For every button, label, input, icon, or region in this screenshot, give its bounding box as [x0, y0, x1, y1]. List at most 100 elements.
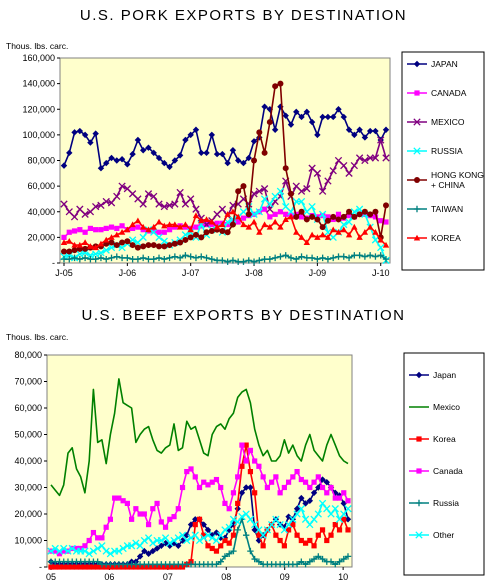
data-point: [298, 558, 305, 565]
data-point: [256, 257, 263, 264]
data-point: [119, 239, 126, 246]
data-point: [371, 236, 380, 244]
data-point: [264, 484, 270, 491]
data-point: [331, 505, 339, 513]
data-point: [243, 458, 249, 464]
data-point: [48, 564, 54, 570]
data-point: [119, 223, 125, 229]
data-point: [308, 231, 316, 238]
data-point: [318, 499, 327, 508]
data-point: [175, 542, 182, 549]
data-point: [330, 226, 337, 233]
data-point: [315, 474, 321, 480]
pork-y-tick-label: 40,000: [27, 207, 55, 217]
data-point: [161, 255, 168, 263]
data-point: [139, 254, 147, 262]
data-point: [87, 225, 93, 232]
data-point: [179, 537, 186, 544]
data-point: [140, 243, 147, 250]
data-point: [371, 154, 380, 162]
data-point: [313, 169, 322, 177]
data-point: [346, 212, 352, 219]
data-point: [382, 126, 390, 133]
data-point: [234, 157, 242, 164]
data-point: [192, 522, 198, 528]
data-point: [330, 113, 337, 121]
data-point: [108, 154, 115, 162]
data-point: [301, 515, 310, 523]
data-point: [93, 227, 99, 233]
data-point: [66, 229, 72, 235]
data-point: [277, 537, 283, 544]
data-point: [150, 242, 157, 249]
data-point: [187, 195, 195, 203]
data-point: [165, 201, 174, 210]
data-point: [209, 545, 215, 552]
data-point: [314, 510, 322, 518]
data-point: [145, 242, 152, 249]
data-point: [298, 113, 305, 121]
data-point: [272, 83, 279, 90]
data-point: [136, 553, 144, 560]
data-point: [118, 156, 126, 163]
data-point: [145, 522, 152, 528]
beef-legend: [403, 352, 485, 576]
legend-label: JAPAN: [431, 59, 458, 69]
data-point: [281, 484, 287, 491]
data-point: [113, 192, 121, 201]
data-point: [303, 185, 311, 193]
data-point: [222, 500, 228, 506]
data-point: [328, 532, 334, 538]
data-point: [112, 495, 118, 501]
data-point: [97, 254, 105, 262]
pork-series-russia: [60, 187, 390, 265]
beef-legend-entry: Canada: [409, 466, 463, 476]
data-point: [235, 219, 241, 225]
beef-y-tick-label: 60,000: [14, 403, 42, 413]
data-point: [336, 527, 343, 533]
legend-marker: [413, 118, 421, 126]
data-point: [149, 539, 157, 547]
data-point: [150, 192, 158, 201]
data-point: [306, 520, 314, 529]
data-point: [129, 150, 136, 158]
data-point: [324, 177, 332, 185]
data-point: [133, 506, 139, 512]
data-point: [170, 539, 178, 547]
data-point: [356, 126, 363, 133]
data-point: [260, 185, 269, 193]
beef-y-tick-label: 10,000: [14, 536, 42, 546]
data-point: [323, 479, 330, 486]
data-point: [107, 199, 116, 207]
data-point: [76, 250, 84, 258]
data-point: [161, 534, 170, 542]
data-point: [139, 223, 147, 230]
data-point: [229, 208, 237, 215]
data-point: [141, 547, 148, 555]
data-point: [298, 537, 304, 544]
legend-label: TAIWAN: [431, 204, 463, 214]
legend-marker: [416, 436, 422, 442]
data-point: [239, 442, 245, 448]
data-point: [266, 255, 274, 263]
data-point: [239, 463, 245, 469]
data-point: [366, 223, 374, 230]
data-point: [294, 469, 300, 475]
data-point: [60, 544, 68, 553]
data-point: [378, 218, 384, 224]
data-point: [261, 103, 268, 110]
legend-label: RUSSIA: [431, 146, 463, 156]
beef-series-other: [47, 499, 352, 558]
data-point: [226, 506, 232, 512]
data-point: [341, 490, 347, 496]
data-point: [150, 255, 157, 263]
data-point: [282, 165, 289, 172]
data-point: [252, 458, 258, 464]
data-point: [124, 161, 131, 168]
data-point: [158, 542, 165, 549]
data-point: [243, 442, 249, 448]
data-point: [108, 224, 115, 230]
data-point: [218, 484, 224, 491]
data-point: [292, 197, 300, 206]
data-point: [156, 243, 163, 250]
